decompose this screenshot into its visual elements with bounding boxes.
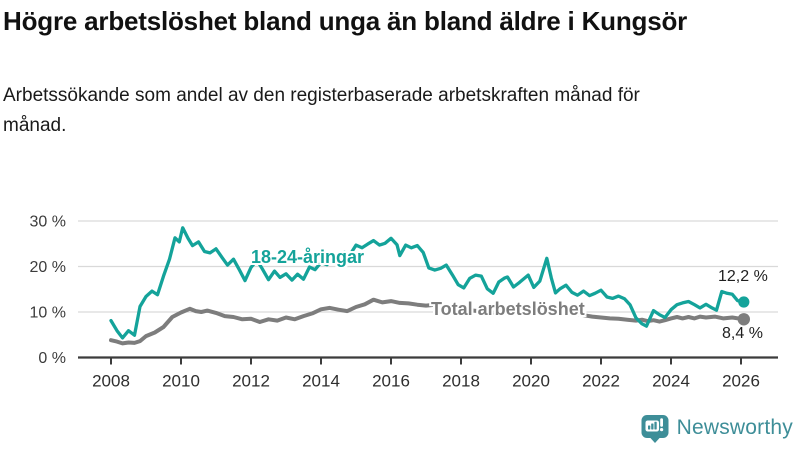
series-line-young: [109, 226, 746, 340]
newsworthy-logo-icon: [641, 415, 669, 443]
series-label-young: 18-24-åringar: [251, 247, 365, 267]
x-tick-label: 2020: [512, 372, 550, 391]
series-line-total: [109, 297, 746, 346]
series-end-dot-total: [737, 313, 750, 326]
y-tick-label: 0 %: [38, 350, 66, 367]
x-tick-label: 2024: [652, 372, 690, 391]
series-end-dot-young: [738, 296, 750, 308]
series-label-total: Total arbetslöshet: [431, 299, 585, 319]
y-tick-label: 10 %: [30, 305, 66, 322]
chart-subtitle: Arbetssökande som andel av den registerb…: [3, 85, 640, 136]
chart-header: Högre arbetslöshet bland unga än bland ä…: [3, 6, 733, 140]
x-tick-label: 2022: [582, 372, 620, 391]
newsworthy-logo-text: Newsworthy: [676, 416, 793, 439]
y-tick-label: 30 %: [30, 214, 66, 231]
x-tick-label: 2026: [722, 372, 760, 391]
x-tick-label: 2008: [92, 372, 130, 391]
end-value-label-total: 8,4 %: [722, 325, 763, 342]
x-tick-label: 2016: [372, 372, 410, 391]
end-value-label-young: 12,2 %: [718, 268, 768, 285]
page-title: Högre arbetslöshet bland unga än bland ä…: [3, 6, 688, 36]
x-tick-label: 2018: [442, 372, 480, 391]
y-tick-label: 20 %: [30, 259, 66, 276]
newsworthy-logo: Newsworthy: [640, 413, 793, 443]
x-tick-label: 2010: [162, 372, 200, 391]
x-tick-label: 2014: [302, 372, 340, 391]
x-tick-label: 2012: [232, 372, 270, 391]
